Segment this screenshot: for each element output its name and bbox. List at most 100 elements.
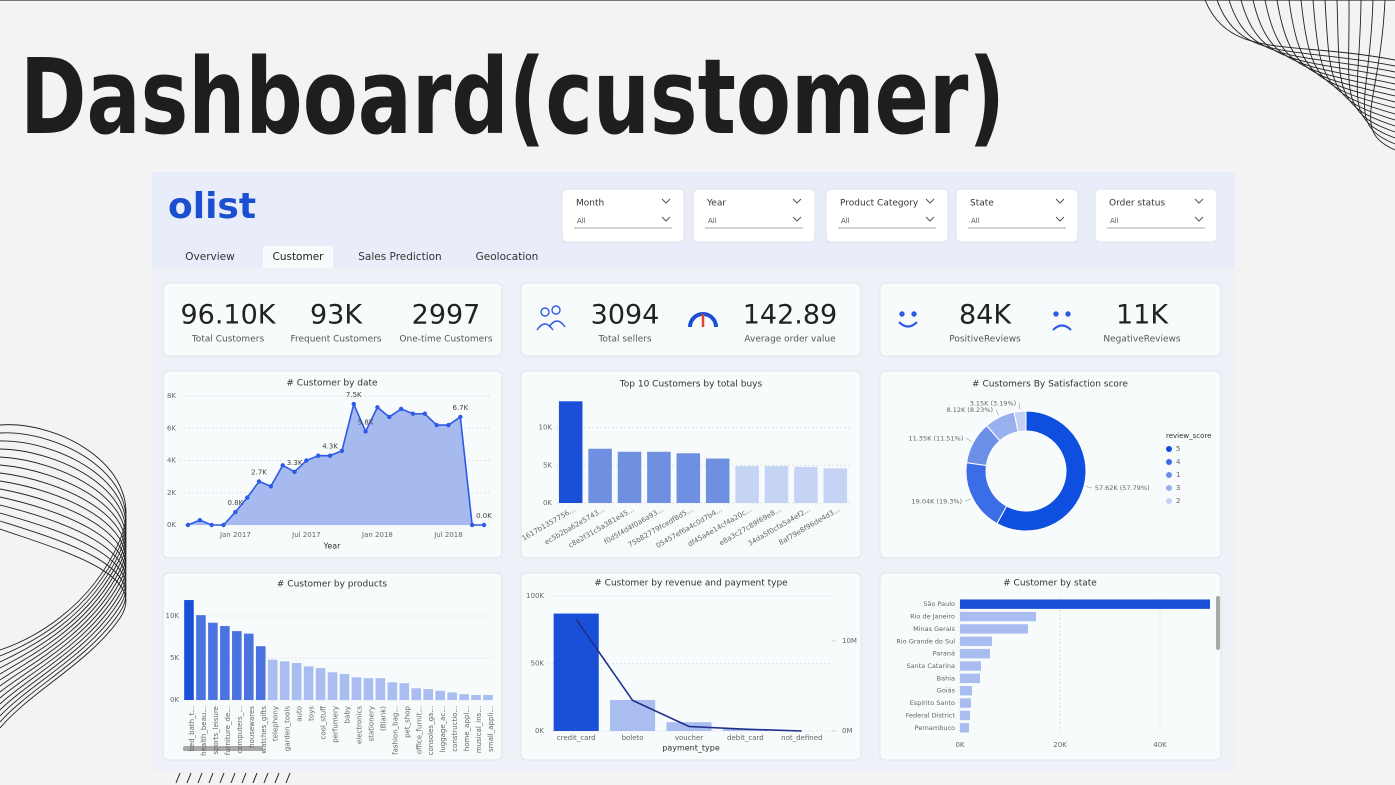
scrollbar[interactable] bbox=[1216, 596, 1220, 650]
decor-line bbox=[1264, 0, 1395, 91]
decor-line bbox=[1288, 0, 1395, 103]
chart-title: # Customer by products bbox=[277, 580, 387, 590]
decor-line bbox=[0, 480, 127, 693]
x-tick-label: musical_ins... bbox=[475, 706, 483, 753]
x-tick-label: 0K bbox=[955, 741, 964, 749]
x-tick-label: (Blank) bbox=[379, 706, 387, 731]
tab[interactable]: Geolocation bbox=[476, 251, 539, 263]
happy-icon bbox=[898, 311, 918, 328]
decor-line bbox=[1228, 0, 1395, 73]
point bbox=[280, 463, 285, 468]
legend-swatch bbox=[1166, 498, 1172, 504]
logo: olist bbox=[168, 186, 256, 227]
filter-box bbox=[692, 188, 816, 243]
bar bbox=[823, 468, 848, 503]
tab[interactable]: Overview bbox=[185, 251, 235, 263]
chart-title: Top 10 Customers by total buys bbox=[619, 380, 763, 390]
line bbox=[575, 618, 802, 732]
x-tick-label: perfumery bbox=[332, 706, 340, 743]
bar bbox=[327, 672, 338, 700]
x-tick-label: furniture_de... bbox=[224, 706, 232, 755]
bar bbox=[960, 698, 971, 708]
kpi-value: 11K bbox=[1116, 300, 1169, 331]
kpi-value: 2997 bbox=[412, 300, 481, 331]
kpi-value: 96.10K bbox=[180, 300, 276, 331]
data-label: 6.7K bbox=[452, 404, 468, 412]
y2-tick-label: 0M bbox=[842, 727, 853, 735]
x-tick-label: cool_stuff bbox=[320, 706, 328, 740]
point bbox=[398, 406, 404, 412]
filter-value: All bbox=[1110, 217, 1119, 225]
decor-line bbox=[0, 488, 127, 699]
bar bbox=[705, 458, 730, 503]
decor-slash bbox=[186, 772, 192, 784]
tab[interactable]: Customer bbox=[272, 251, 324, 263]
decor-line bbox=[1240, 0, 1395, 79]
decor-line bbox=[0, 512, 127, 717]
x-tick-label: small_appli... bbox=[487, 706, 495, 752]
y-tick-label: 0K bbox=[535, 727, 544, 735]
leader-line bbox=[995, 409, 999, 416]
x-tick-label: sports_leisure bbox=[212, 706, 220, 754]
chevron bbox=[925, 198, 935, 204]
tab[interactable]: Sales Prediction bbox=[358, 251, 441, 263]
x-tick-label: auto bbox=[296, 706, 304, 722]
data-label: 11.35K (11.51%) bbox=[908, 434, 963, 442]
data-label: 0.0K bbox=[476, 512, 492, 520]
decor-line bbox=[1364, 0, 1395, 145]
legend-swatch bbox=[1166, 472, 1172, 478]
data-label: 19.04K (19.3%) bbox=[911, 497, 962, 505]
x-tick-label: office_furnit... bbox=[415, 706, 423, 754]
kpi-card bbox=[162, 282, 503, 357]
x-tick-label: 40K bbox=[1153, 741, 1167, 749]
y-tick-label: 2K bbox=[167, 489, 176, 497]
bar bbox=[255, 646, 266, 700]
decor-line bbox=[1204, 0, 1395, 61]
gauge-icon bbox=[688, 312, 718, 328]
decor-line bbox=[1356, 0, 1395, 139]
chevron bbox=[925, 216, 935, 222]
y-tick-label: Bahia bbox=[937, 674, 955, 682]
bar bbox=[375, 678, 386, 700]
bar bbox=[676, 453, 701, 503]
chevron bbox=[792, 198, 802, 204]
bar bbox=[459, 694, 469, 700]
bar bbox=[435, 690, 445, 700]
leader-line bbox=[1085, 486, 1092, 489]
filter-label: Order status bbox=[1109, 199, 1165, 209]
x-tick-label: debit_card bbox=[727, 734, 764, 742]
data-label: 2.7K bbox=[251, 468, 267, 476]
filter-value: All bbox=[841, 217, 850, 225]
data-label: 3.15K (3.19%) bbox=[970, 399, 1017, 407]
y-tick-label: 5K bbox=[170, 654, 179, 662]
kpi-value: 3094 bbox=[591, 300, 660, 331]
point bbox=[422, 411, 427, 416]
data-label: 4.3K bbox=[322, 443, 338, 451]
slice bbox=[1013, 410, 1027, 433]
point bbox=[316, 453, 321, 458]
scrollbar[interactable] bbox=[183, 746, 263, 751]
x-tick-label: bed_bath_t... bbox=[188, 706, 196, 752]
data-label: 0.8K bbox=[227, 499, 243, 507]
slice bbox=[996, 410, 1087, 532]
decor-line bbox=[0, 448, 127, 669]
point bbox=[185, 522, 191, 528]
legend-label: 5 bbox=[1176, 445, 1180, 453]
decor-line bbox=[0, 520, 127, 723]
filter-value: All bbox=[577, 217, 586, 225]
filter-box bbox=[825, 188, 949, 243]
point bbox=[446, 422, 451, 428]
kpi-label: Frequent Customers bbox=[290, 335, 381, 345]
kpi-value: 84K bbox=[959, 300, 1012, 331]
x-tick-label: health_beau... bbox=[200, 706, 208, 756]
chart-title: # Customers By Satisfaction score bbox=[972, 380, 1128, 390]
bar bbox=[208, 622, 218, 700]
filter-label: Product Category bbox=[840, 199, 919, 209]
bar bbox=[735, 466, 759, 503]
data-label: 5.8K bbox=[358, 418, 374, 426]
sellers-icon bbox=[536, 305, 566, 331]
x-tick-label: Jul 2018 bbox=[433, 531, 463, 539]
x-tick-label: stationery bbox=[367, 706, 375, 741]
bar bbox=[610, 699, 656, 731]
bar bbox=[553, 613, 599, 731]
